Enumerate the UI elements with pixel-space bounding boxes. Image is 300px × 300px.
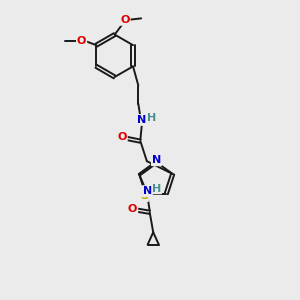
Text: O: O <box>120 15 130 25</box>
Text: O: O <box>128 204 137 214</box>
Text: S: S <box>140 191 148 201</box>
Text: O: O <box>117 132 127 142</box>
Text: O: O <box>77 36 86 46</box>
Text: H: H <box>152 184 161 194</box>
Text: N: N <box>137 115 146 125</box>
Text: N: N <box>152 155 161 165</box>
Text: N: N <box>143 186 152 196</box>
Text: H: H <box>147 112 156 123</box>
